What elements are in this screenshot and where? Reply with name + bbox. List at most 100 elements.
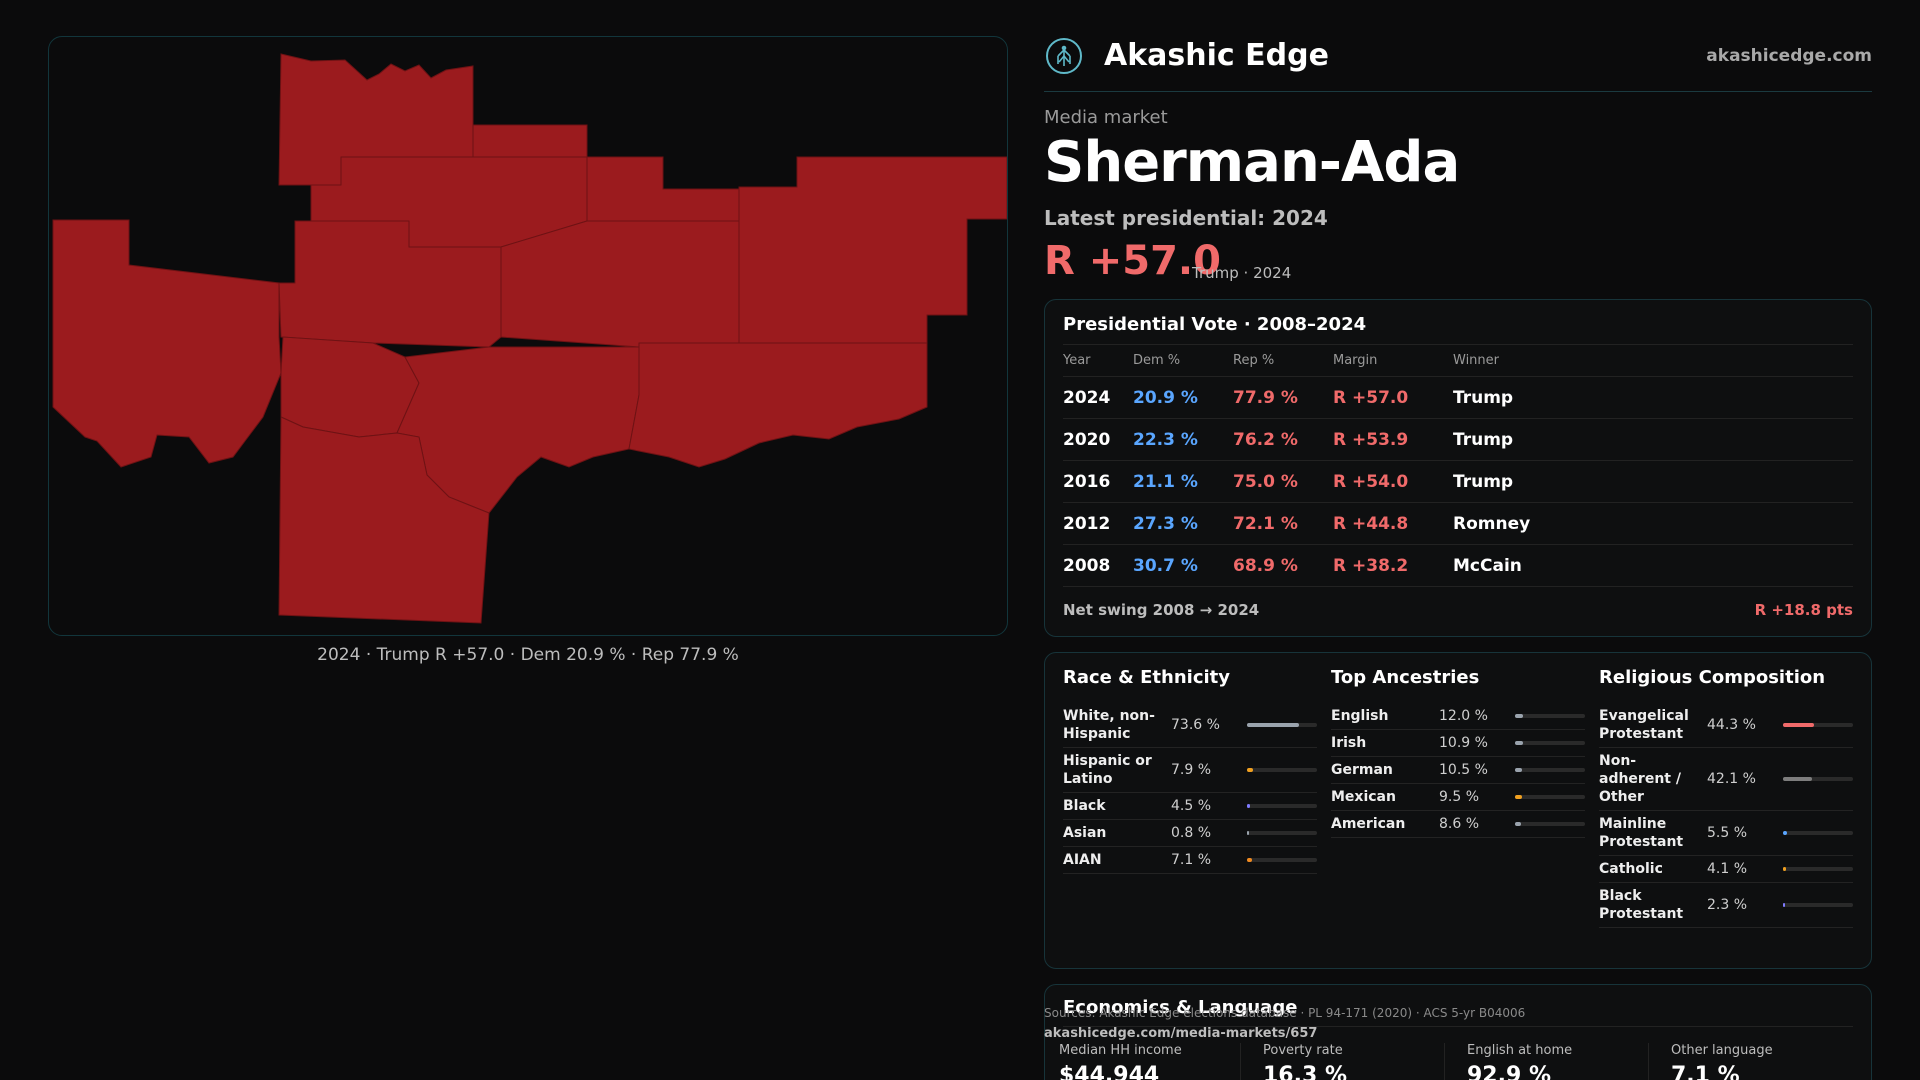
item-name: AIAN xyxy=(1063,852,1102,868)
item-value: 44.3 % xyxy=(1707,717,1756,733)
item-name: American xyxy=(1331,816,1406,832)
list-item: Black 4.5 % xyxy=(1063,793,1317,820)
stat-value: 92.9 % xyxy=(1467,1063,1551,1080)
share-bar xyxy=(1783,903,1853,907)
divider xyxy=(1063,1026,1853,1027)
share-bar xyxy=(1783,723,1853,727)
share-bar xyxy=(1515,768,1585,772)
list-item: Asian 0.8 % xyxy=(1063,820,1317,847)
share-bar xyxy=(1515,795,1585,799)
share-bar xyxy=(1247,831,1317,835)
item-value: 8.6 % xyxy=(1439,816,1480,832)
item-name: English xyxy=(1331,708,1389,724)
share-bar xyxy=(1515,822,1585,826)
presidential-vote-card: Presidential Vote · 2008–2024 Year Dem %… xyxy=(1044,299,1872,637)
table-row: 2016 21.1 % 75.0 % R +54.0 Trump xyxy=(1063,460,1853,503)
share-bar xyxy=(1783,867,1853,871)
share-bar-fill xyxy=(1783,903,1786,907)
item-value: 9.5 % xyxy=(1439,789,1480,805)
latest-margin-sub: Trump · 2024 xyxy=(1192,264,1292,282)
col-winner: Winner xyxy=(1453,344,1853,377)
cell-rep: 68.9 % xyxy=(1233,544,1333,587)
county-shape xyxy=(52,219,282,468)
page-kicker: Media market xyxy=(1044,107,1168,128)
stat-label: English at home xyxy=(1467,1043,1573,1058)
list-item: Evangelical Protestant 44.3 % xyxy=(1599,703,1853,748)
item-value: 2.3 % xyxy=(1707,897,1748,913)
section-title: Religious Composition xyxy=(1599,667,1826,688)
sources-note: Sources: Akashic Edge elections database… xyxy=(1044,1006,1526,1020)
ancestry-list: English 12.0 % Irish 10.9 % German 10.5 % Mexi… xyxy=(1331,703,1585,838)
stat-poverty-rate: Poverty rate 16.3 % xyxy=(1249,1043,1445,1080)
share-bar-fill xyxy=(1247,858,1252,862)
share-bar-fill xyxy=(1515,714,1524,718)
share-bar-fill xyxy=(1515,795,1522,799)
permalink[interactable]: akashicedge.com/media-markets/657 xyxy=(1044,1026,1318,1041)
list-item: Non-adherent / Other 42.1 % xyxy=(1599,748,1853,811)
county-shape xyxy=(278,416,490,624)
cell-dem: 27.3 % xyxy=(1133,502,1233,545)
share-bar-fill xyxy=(1247,768,1253,772)
table-row: 2008 30.7 % 68.9 % R +38.2 McCain xyxy=(1063,544,1853,587)
section-title: Race & Ethnicity xyxy=(1063,667,1230,688)
share-bar-fill xyxy=(1515,741,1523,745)
item-value: 12.0 % xyxy=(1439,708,1488,724)
stat-label: Poverty rate xyxy=(1263,1043,1343,1058)
brand-url[interactable]: akashicedge.com xyxy=(1706,46,1872,66)
demographics-card: Race & Ethnicity White, non-Hispanic 73.6… xyxy=(1044,652,1872,969)
table-row: 2012 27.3 % 72.1 % R +44.8 Romney xyxy=(1063,502,1853,545)
cell-margin: R +53.9 xyxy=(1333,418,1453,461)
share-bar-fill xyxy=(1515,822,1522,826)
cell-dem: 21.1 % xyxy=(1133,460,1233,503)
economics-title: Economics & Language xyxy=(1063,997,1298,1018)
cell-rep: 76.2 % xyxy=(1233,418,1333,461)
share-bar xyxy=(1247,768,1317,772)
race-ethnicity-section: Race & Ethnicity White, non-Hispanic 73.6… xyxy=(1063,653,1317,970)
list-item: Mexican 9.5 % xyxy=(1331,784,1585,811)
item-name: Black Protestant xyxy=(1599,888,1684,922)
section-title: Top Ancestries xyxy=(1331,667,1480,688)
stat-value: 7.1 % xyxy=(1671,1063,1740,1080)
cell-dem: 20.9 % xyxy=(1133,376,1233,419)
race-list: White, non-Hispanic 73.6 % Hispanic or Lat… xyxy=(1063,703,1317,874)
share-bar xyxy=(1515,714,1585,718)
item-name: Evangelical Protestant xyxy=(1599,708,1689,742)
brand-header: Akashic Edge akashicedge.com xyxy=(1044,36,1872,92)
stat-label: Other language xyxy=(1671,1043,1773,1058)
county-shape xyxy=(738,156,1007,344)
col-year: Year xyxy=(1063,344,1133,377)
share-bar-fill xyxy=(1783,831,1787,835)
list-item: English 12.0 % xyxy=(1331,703,1585,730)
share-bar-fill xyxy=(1247,831,1250,835)
tree-of-life-icon[interactable] xyxy=(1046,38,1082,74)
cell-margin: R +44.8 xyxy=(1333,502,1453,545)
item-name: German xyxy=(1331,762,1393,778)
county-shape xyxy=(472,124,588,158)
county-shape xyxy=(280,336,420,438)
county-map[interactable] xyxy=(48,36,1008,636)
item-name: Mainline Protestant xyxy=(1599,816,1684,850)
cell-year: 2008 xyxy=(1063,544,1133,587)
share-bar xyxy=(1783,777,1853,781)
item-value: 4.1 % xyxy=(1707,861,1748,877)
col-margin: Margin xyxy=(1333,344,1453,377)
item-value: 0.8 % xyxy=(1171,825,1212,841)
county-map-svg[interactable] xyxy=(49,37,1008,636)
economics-card: Economics & Language Median HH income $4… xyxy=(1044,984,1872,1080)
vote-table: Year Dem % Rep % Margin Winner 2024 20.9… xyxy=(1063,344,1853,587)
latest-margin: R +57.0 xyxy=(1044,238,1221,284)
cell-rep: 72.1 % xyxy=(1233,502,1333,545)
list-item: American 8.6 % xyxy=(1331,811,1585,838)
cell-year: 2016 xyxy=(1063,460,1133,503)
item-name: Asian xyxy=(1063,825,1107,841)
list-item: Hispanic or Latino 7.9 % xyxy=(1063,748,1317,793)
cell-winner: Trump xyxy=(1453,460,1853,503)
list-item: Catholic 4.1 % xyxy=(1599,856,1853,883)
share-bar xyxy=(1783,831,1853,835)
share-bar-fill xyxy=(1247,804,1251,808)
cell-year: 2020 xyxy=(1063,418,1133,461)
cell-winner: McCain xyxy=(1453,544,1853,587)
col-rep: Rep % xyxy=(1233,344,1333,377)
cell-dem: 30.7 % xyxy=(1133,544,1233,587)
brand-name[interactable]: Akashic Edge xyxy=(1104,38,1329,73)
